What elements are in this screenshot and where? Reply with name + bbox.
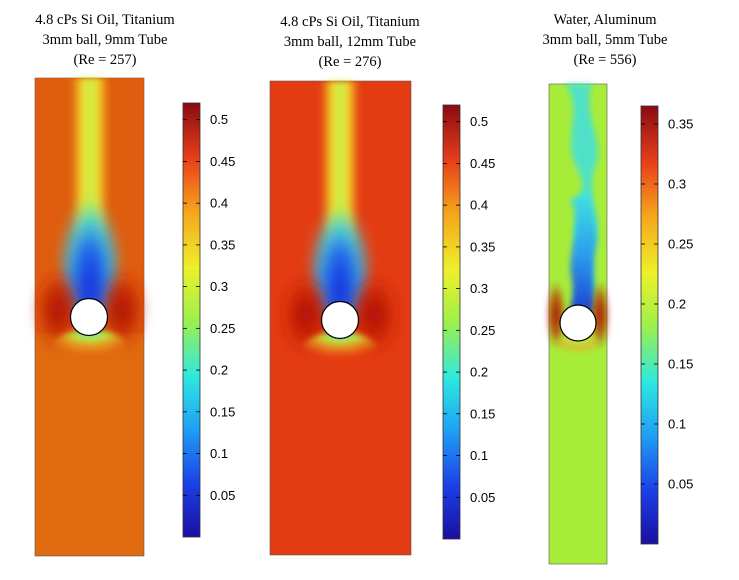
panel-2-flow-field (269, 80, 412, 556)
colorbar-tick-label: 0.15 (668, 357, 693, 372)
panel-2-ball (320, 300, 360, 340)
colorbar-tick-label: 0.05 (210, 488, 235, 503)
panel-3-title-line-1: Water, Aluminum (553, 12, 657, 28)
colorbar-tick-label: 0.25 (210, 321, 235, 336)
colorbar-tick-label: 0.15 (470, 406, 495, 421)
colorbar-tick-label: 0.25 (470, 323, 495, 338)
panel-2-title: 4.8 cPs Si Oil, Titanium 3mm ball, 12mm … (265, 12, 435, 72)
panel-1-colorbar: 0.05 0.1 0.15 0.2 0.25 0.3 0.35 0.4 0.45 0.5 (182, 102, 235, 538)
colorbar-tick-label: 0.4 (470, 198, 488, 213)
panel-2-title-line-1: 4.8 cPs Si Oil, Titanium (280, 14, 420, 30)
colorbar-tick-label: 0.05 (668, 477, 693, 492)
panel-1-title-line-1: 4.8 cPs Si Oil, Titanium (35, 12, 175, 28)
colorbar-tick-label: 0.4 (210, 196, 228, 211)
panel-1-title: 4.8 cPs Si Oil, Titanium 3mm ball, 9mm T… (20, 10, 190, 70)
colorbar-tick-label: 0.35 (210, 237, 235, 252)
colorbar-tick-label: 0.35 (470, 239, 495, 254)
colorbar-tick-label: 0.2 (210, 363, 228, 378)
panel-3-title: Water, Aluminum 3mm ball, 5mm Tube (Re =… (520, 10, 690, 70)
colorbar-tick-label: 0.2 (668, 297, 686, 312)
colorbar-tick-label: 0.3 (470, 281, 488, 296)
panel-2-title-line-2: 3mm ball, 12mm Tube (283, 34, 417, 50)
panel-2-title-line-3: (Re = 276) (318, 54, 382, 70)
panel-3-colorbar-gradient (640, 105, 659, 545)
panel-3-colorbar-ticks: 0.05 0.1 0.15 0.2 0.25 0.3 0.35 (641, 117, 693, 492)
colorbar-tick-label: 0.2 (470, 365, 488, 380)
colorbar-tick-label: 0.1 (210, 446, 228, 461)
panel-3-colorbar: 0.05 0.1 0.15 0.2 0.25 0.3 0.35 (640, 105, 693, 545)
colorbar-tick-label: 0.35 (668, 117, 693, 132)
panel-2-colorbar-gradient (442, 104, 461, 540)
panel-1-title-line-3: (Re = 257) (73, 52, 137, 68)
panel-1-colorbar-gradient (182, 102, 201, 538)
panel-3-ball (559, 304, 597, 342)
panel-1-flow-field (34, 77, 146, 557)
colorbar-tick-label: 0.45 (210, 154, 235, 169)
colorbar-tick-label: 0.1 (470, 448, 488, 463)
panel-1-ball (69, 297, 109, 337)
colorbar-tick-label: 0.05 (470, 490, 495, 505)
colorbar-tick-label: 0.3 (668, 177, 686, 192)
panel-1-title-line-2: 3mm ball, 9mm Tube (42, 32, 168, 48)
panel-1-colorbar-ticks: 0.05 0.1 0.15 0.2 0.25 0.3 0.35 0.4 0.45 0.5 (183, 112, 235, 503)
panel-3-title-line-3: (Re = 556) (573, 52, 637, 68)
colorbar-tick-label: 0.45 (470, 156, 495, 171)
colorbar-tick-label: 0.15 (210, 404, 235, 419)
panel-3-flow-field (546, 83, 610, 565)
panel-3-title-line-2: 3mm ball, 5mm Tube (542, 32, 668, 48)
panel-2-colorbar: 0.05 0.1 0.15 0.2 0.25 0.3 0.35 0.4 0.45 0.5 (442, 104, 495, 540)
colorbar-tick-label: 0.25 (668, 237, 693, 252)
panel-2-colorbar-ticks: 0.05 0.1 0.15 0.2 0.25 0.3 0.35 0.4 0.45 0.5 (443, 114, 495, 505)
colorbar-tick-label: 0.3 (210, 279, 228, 294)
colorbar-tick-label: 0.5 (470, 114, 488, 129)
colorbar-tick-label: 0.5 (210, 112, 228, 127)
colorbar-tick-label: 0.1 (668, 417, 686, 432)
